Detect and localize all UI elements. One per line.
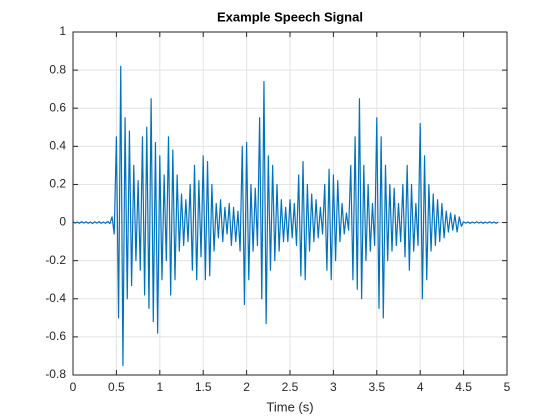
y-tick-label: 0.4 [49,139,66,153]
y-tick-label: -0.4 [45,291,66,305]
y-tick-label: 0.6 [49,100,66,114]
x-tick-label: 2 [243,380,250,394]
x-tick-label: 4.5 [455,380,472,394]
x-tick-label: 4 [417,380,424,394]
x-tick-label: 3 [330,380,337,394]
y-tick-label: -0.2 [45,253,66,267]
x-tick-label: 1 [156,380,163,394]
y-tick-label: -0.6 [45,329,66,343]
x-tick-label: 1.5 [195,380,212,394]
axes-box [72,31,508,376]
y-tick-label: 0.2 [49,177,66,191]
chart-title: Example Speech Signal [217,9,363,24]
x-axis-label: Time (s) [266,399,313,414]
y-tick-label: 0.8 [49,62,66,76]
x-tick-label: 0.5 [108,380,125,394]
x-tick-label: 5 [504,380,511,394]
y-tick-label: 0 [59,215,66,229]
x-tick-label: 2.5 [282,380,299,394]
signal-line [72,65,499,367]
x-tick-label: 3.5 [368,380,385,394]
y-tick-label: -0.8 [45,367,66,381]
y-tick-label: 1 [59,24,66,38]
x-tick-label: 0 [70,380,77,394]
